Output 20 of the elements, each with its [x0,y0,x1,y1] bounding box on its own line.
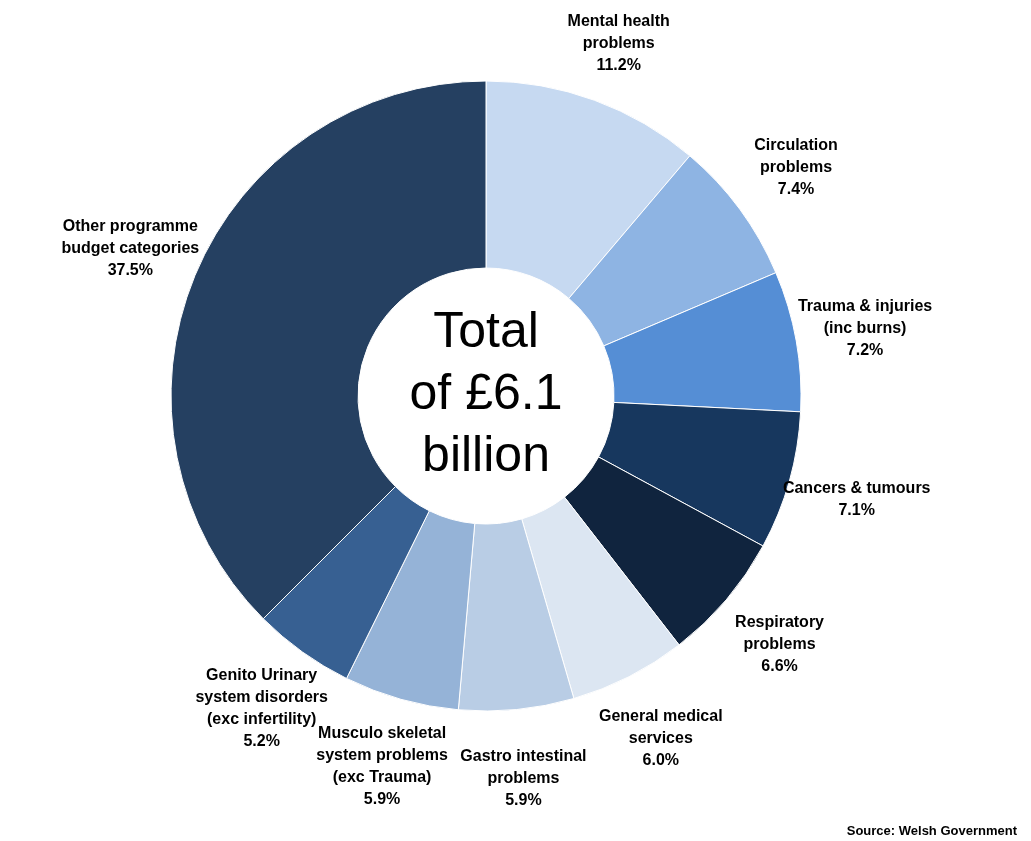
data-label: 6.0% [642,751,680,769]
data-label: 37.5% [107,260,153,278]
text: Total of £6.1 billion [409,302,563,483]
slice-label: Trauma & injuries (inc burns) [797,296,933,336]
data-label: 7.2% [846,340,884,358]
slice-label: Respiratory problems [735,613,825,653]
slice-label: Other programme budget categories [61,216,200,256]
data-label: 5.9% [505,791,542,809]
slice-label: Gastro intestinal problems [460,747,587,787]
slice-label: Circulation problems [754,135,838,175]
data-label: 7.1% [838,501,875,519]
source-note: Source: Welsh Government [846,823,1018,838]
slice-label: Mental health problems [567,12,670,52]
data-label: 5.9% [363,789,401,807]
slice-label: General medical services [598,707,723,747]
data-label: 5.2% [243,732,280,750]
data-label: 11.2% [596,56,641,74]
data-label: 7.4% [777,179,815,197]
data-label: 6.6% [761,657,798,675]
slice-label: Musculo skeletal system problems (exc Trauma) [316,723,448,785]
